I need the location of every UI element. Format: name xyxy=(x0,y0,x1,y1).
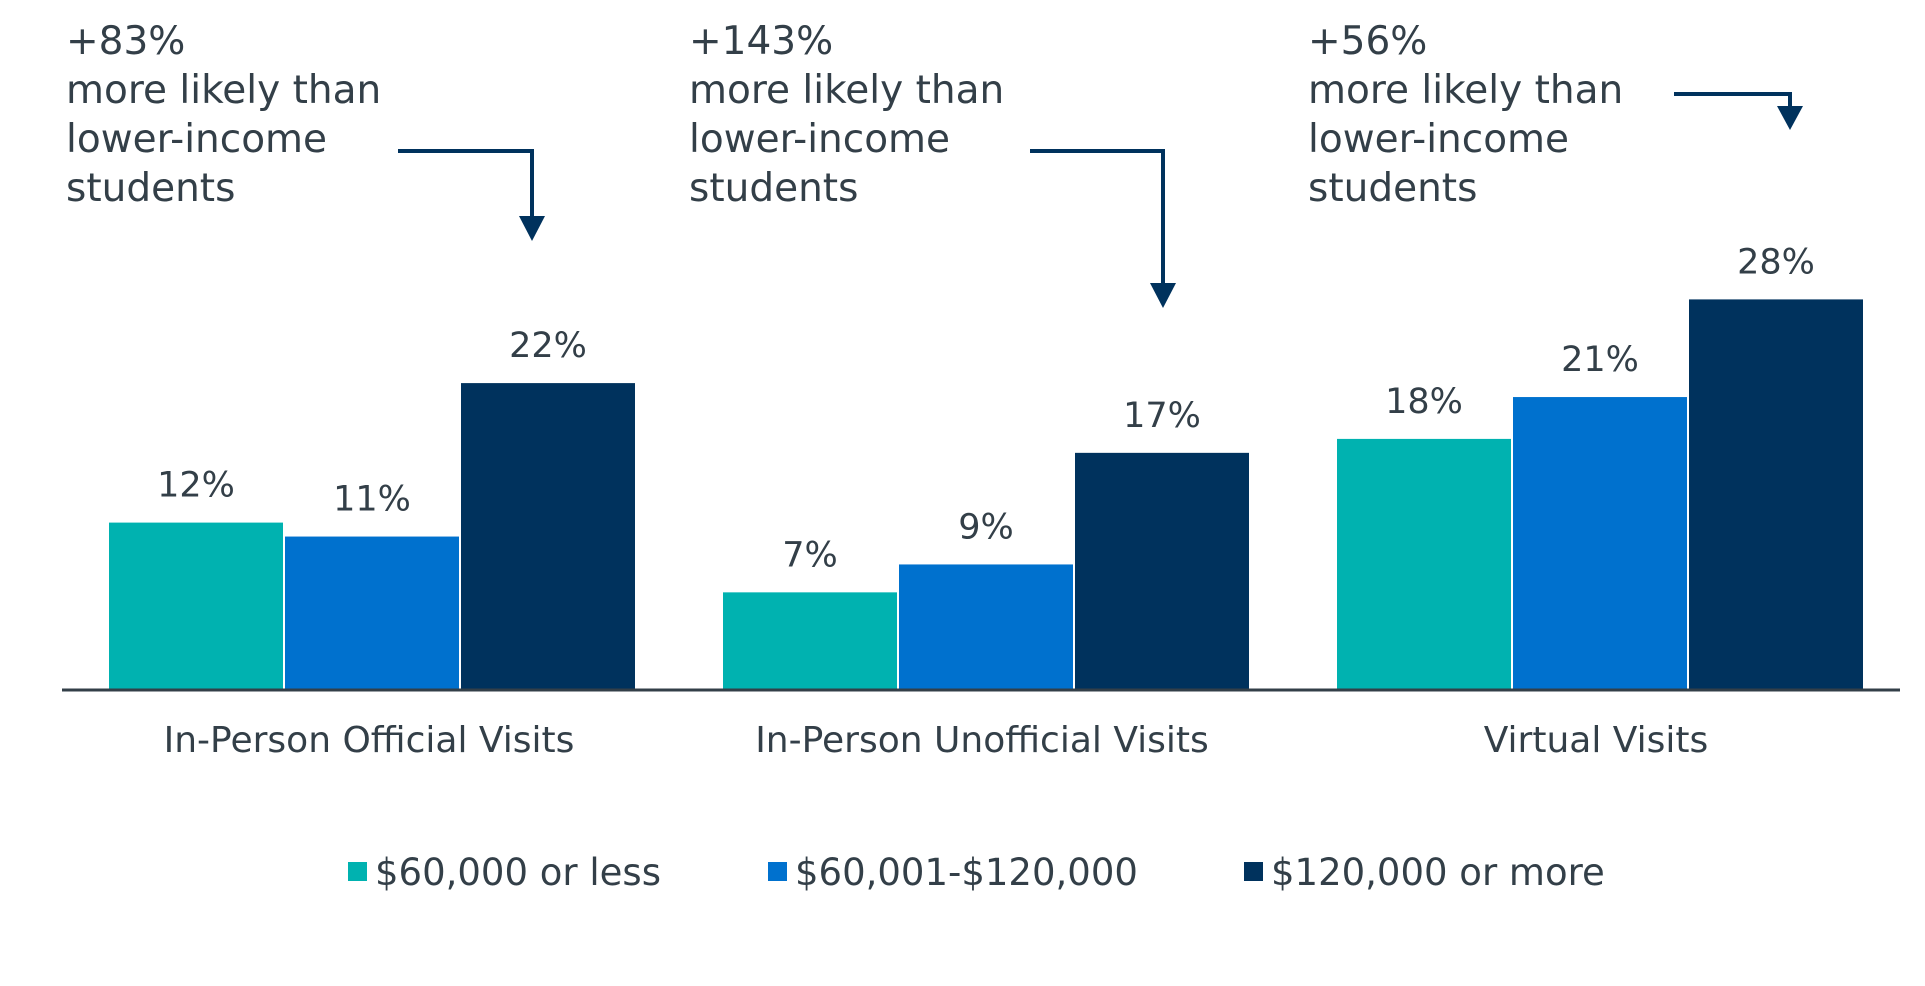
data-label: 18% xyxy=(1385,382,1463,422)
arrow-head-icon xyxy=(1150,283,1176,308)
legend-swatch xyxy=(768,862,787,881)
bar xyxy=(285,536,459,690)
annotation-percent: +56% xyxy=(1308,19,1427,64)
bars-layer xyxy=(109,299,1863,690)
annotation-text-line: more likely than xyxy=(1308,68,1623,113)
data-label: 22% xyxy=(509,326,587,366)
bar xyxy=(1337,438,1511,690)
bar xyxy=(1513,397,1687,690)
category-label: Virtual Visits xyxy=(1484,720,1709,761)
category-label: In-Person Unofficial Visits xyxy=(755,720,1209,761)
bar xyxy=(899,564,1073,690)
annotation-text-line: lower-income xyxy=(66,117,327,162)
data-label: 12% xyxy=(157,466,235,506)
annotation-arrow-line xyxy=(1674,92,1792,108)
annotation-group: +56% more likely than lower-income stude… xyxy=(1308,19,1803,211)
annotation-group: +143% more likely than lower-income stud… xyxy=(689,19,1176,308)
annotation-percent: +143% xyxy=(689,19,833,64)
annotation-arrow-line xyxy=(1030,149,1165,285)
annotation-text-line: more likely than xyxy=(66,68,381,113)
annotation-text-line: lower-income xyxy=(1308,117,1569,162)
category-labels-layer: In-Person Official Visits In-Person Unof… xyxy=(164,720,1709,761)
annotation-text-line: lower-income xyxy=(689,117,950,162)
data-label: 21% xyxy=(1561,340,1639,380)
bar xyxy=(723,592,897,690)
data-label: 28% xyxy=(1737,242,1815,282)
data-labels-layer: 12% 7% 18% 11% 9% 21% 22% 17% 28% xyxy=(157,242,1815,575)
legend-label: $120,000 or more xyxy=(1271,851,1605,894)
annotation-text-line: more likely than xyxy=(689,68,1004,113)
annotation-text-line: students xyxy=(689,166,858,211)
data-label: 17% xyxy=(1123,396,1201,436)
category-label: In-Person Official Visits xyxy=(164,720,575,761)
bar xyxy=(1075,452,1249,690)
arrow-head-icon xyxy=(1777,106,1803,130)
legend-swatch xyxy=(1244,862,1263,881)
data-label: 7% xyxy=(782,535,838,575)
bar xyxy=(461,383,635,690)
legend-label: $60,000 or less xyxy=(375,851,661,894)
legend: $60,000 or less $60,001-$120,000 $120,00… xyxy=(348,851,1605,894)
data-label: 11% xyxy=(333,480,411,520)
legend-label: $60,001-$120,000 xyxy=(795,851,1138,894)
annotation-text-line: students xyxy=(1308,166,1477,211)
annotation-arrow-line xyxy=(398,149,534,218)
annotation-group: +83% more likely than lower-income stude… xyxy=(66,19,545,241)
arrow-head-icon xyxy=(519,216,545,241)
bar xyxy=(109,522,283,690)
legend-swatch xyxy=(348,862,367,881)
data-label: 9% xyxy=(958,507,1014,547)
annotation-percent: +83% xyxy=(66,19,185,64)
bar xyxy=(1689,299,1863,690)
annotation-text-line: students xyxy=(66,166,235,211)
